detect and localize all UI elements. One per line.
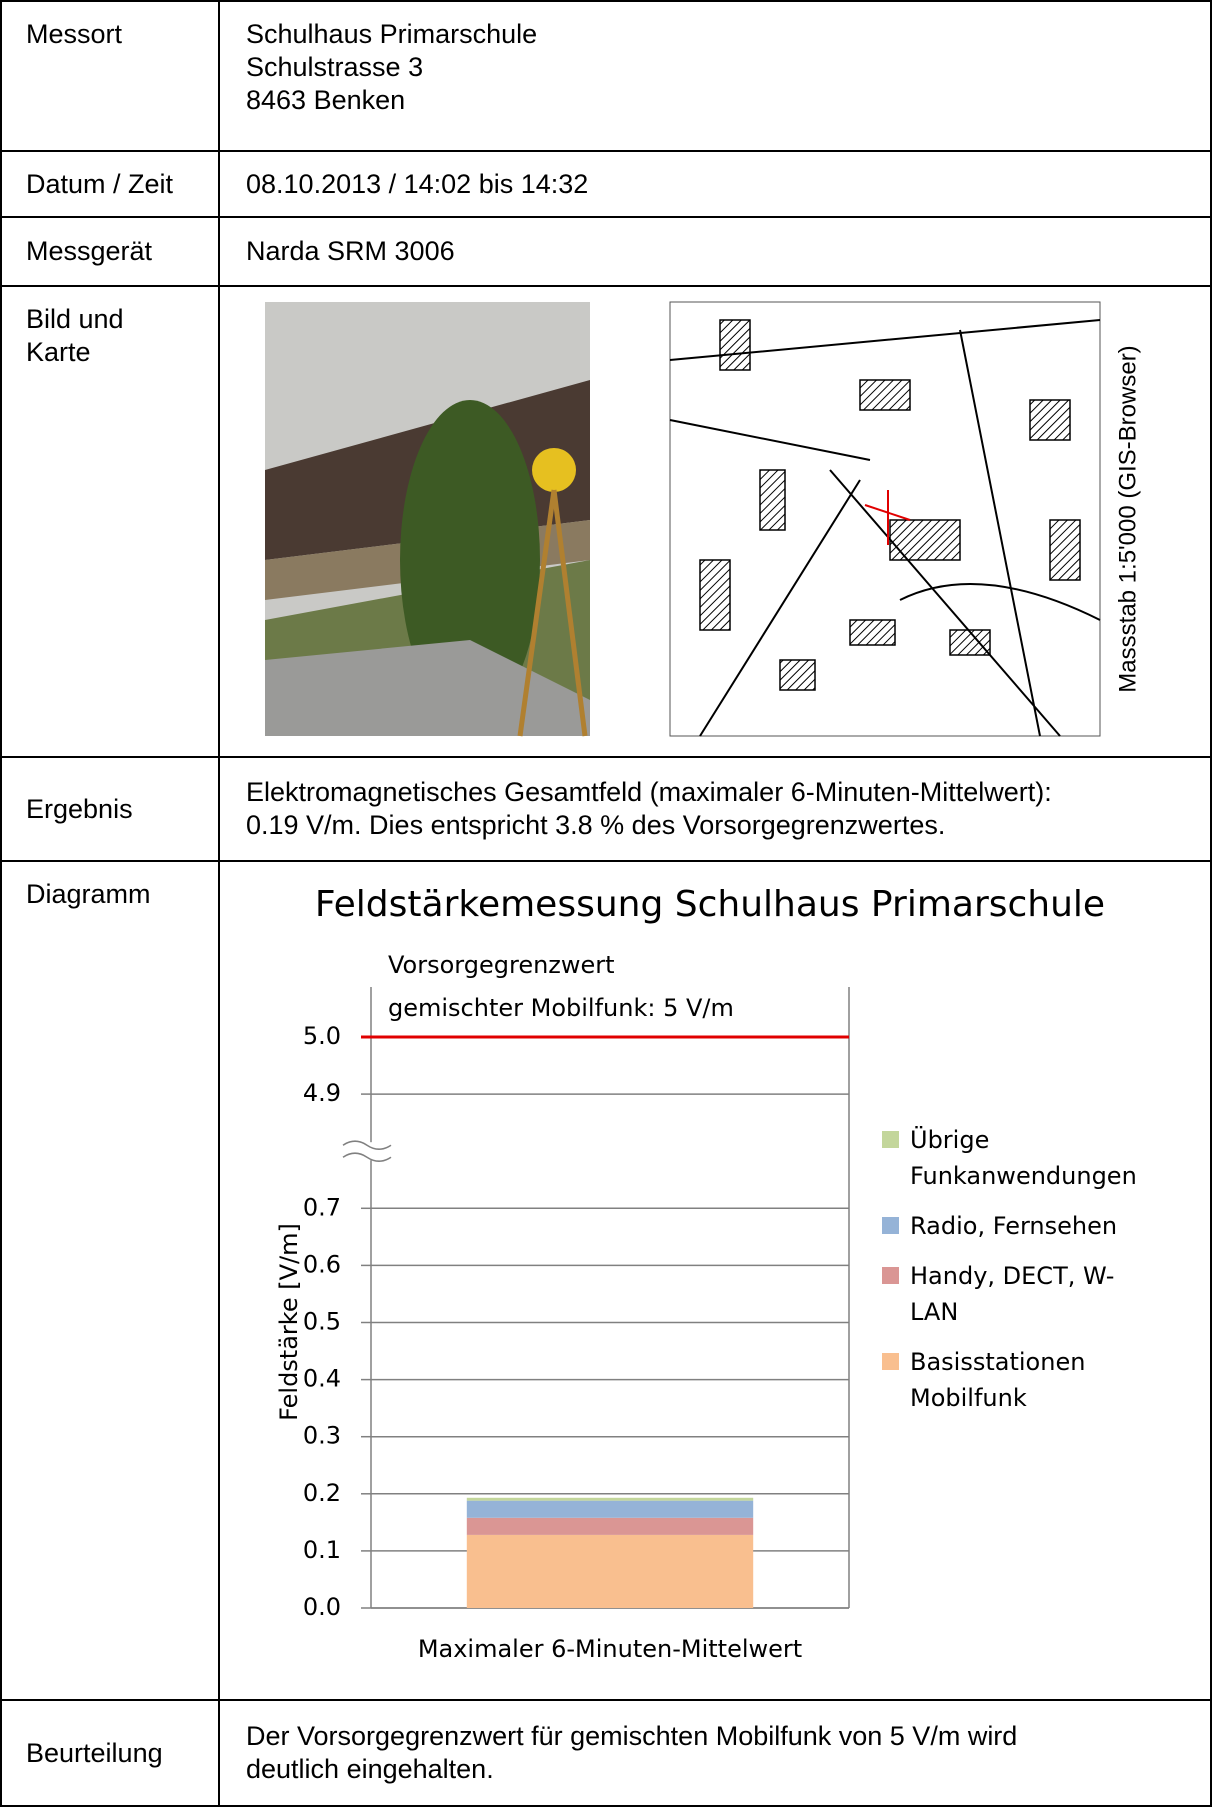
text-line: Schulstrasse 3: [246, 51, 424, 82]
row-label: Diagramm: [0, 860, 220, 1701]
chart-title: Feldstärkemessung Schulhaus Primarschule: [315, 884, 1105, 925]
legend-label: Radio, Fernsehen: [910, 1212, 1118, 1240]
text-line: Schulhaus Primarschule: [246, 19, 538, 49]
legend-swatch: [882, 1267, 899, 1284]
row-value: Narda SRM 3006: [218, 216, 1212, 287]
text-line: 0.19 V/m. Dies entspricht 3.8 % des Vors…: [246, 810, 946, 840]
row-label: Bild und Karte: [0, 285, 220, 758]
row-value: 08.10.2013 / 14:02 bis 14:32: [218, 150, 1212, 218]
row-value: Elektromagnetisches Gesamtfeld (maximale…: [218, 756, 1212, 862]
bar-segment: [466, 1517, 754, 1535]
x-tick-label: Maximaler 6-Minuten-Mittelwert: [418, 1635, 802, 1663]
text-line: 08.10.2013 / 14:02 bis 14:32: [246, 168, 589, 199]
axis-break-gap: [367, 1142, 375, 1161]
map: [669, 301, 1101, 737]
text-line: Der Vorsorgegrenzwert für gemischten Mob…: [246, 1721, 1018, 1752]
y-tick-label: 0.0: [303, 1593, 341, 1621]
y-tick-label: 0.3: [303, 1422, 341, 1450]
row-label: Datum / Zeit: [0, 150, 220, 218]
legend-label: Handy, DECT, W-LAN: [910, 1262, 1115, 1326]
row-label: Beurteilung: [0, 1699, 220, 1807]
photo: [265, 302, 590, 737]
y-tick-label: 0.6: [303, 1250, 341, 1278]
axis-break: [342, 1152, 392, 1162]
legend-item: Basisstationen Mobilfunk: [882, 1344, 1182, 1416]
legend-label: Übrige Funkanwendungen: [910, 1126, 1137, 1190]
text-line: Narda SRM 3006: [246, 236, 455, 267]
legend-item: Handy, DECT, W-LAN: [882, 1258, 1182, 1330]
row-label: Ergebnis: [0, 756, 220, 862]
y-tick-label: 0.2: [303, 1479, 341, 1507]
y-tick-label: 5.0: [303, 1022, 341, 1050]
bar-segment: [466, 1534, 754, 1608]
text-line: deutlich eingehalten.: [246, 1754, 494, 1784]
row-value: Der Vorsorgegrenzwert für gemischten Mob…: [218, 1699, 1212, 1807]
legend: Übrige Funkanwendungen Radio, Fernsehen Ha…: [882, 1122, 1182, 1430]
legend-swatch: [882, 1217, 899, 1234]
y-tick-label: 0.1: [303, 1536, 341, 1564]
legend-swatch: [882, 1131, 899, 1148]
y-axis-label: Feldstärke [V/m]: [275, 1223, 303, 1421]
y-tick-label: 0.5: [303, 1308, 341, 1336]
y-tick-label: 0.7: [303, 1193, 341, 1221]
legend-item: Radio, Fernsehen: [882, 1208, 1182, 1244]
text-line: Elektromagnetisches Gesamtfeld (maximale…: [246, 777, 1052, 808]
axis-break: [342, 1140, 392, 1150]
reference-label: gemischter Mobilfunk: 5 V/m: [388, 994, 734, 1022]
reference-label: Vorsorgegrenzwert: [388, 951, 615, 979]
text-line: 8463 Benken: [246, 84, 406, 115]
row-label: Messort: [0, 0, 220, 152]
row-value: Schulhaus Primarschule Schulstrasse 3 8463…: [218, 0, 1212, 152]
map-caption: Massstab 1:5'000 (GIS-Browser): [1114, 345, 1141, 692]
bar-segment: [466, 1500, 754, 1518]
y-tick-label: 0.4: [303, 1365, 341, 1393]
y-tick-label: 4.9: [303, 1079, 341, 1107]
legend-item: Übrige Funkanwendungen: [882, 1122, 1182, 1194]
bar-segment: [466, 1497, 754, 1501]
row-label: Messgerät: [0, 216, 220, 287]
legend-label: Basisstationen Mobilfunk: [910, 1348, 1086, 1412]
legend-swatch: [882, 1353, 899, 1370]
